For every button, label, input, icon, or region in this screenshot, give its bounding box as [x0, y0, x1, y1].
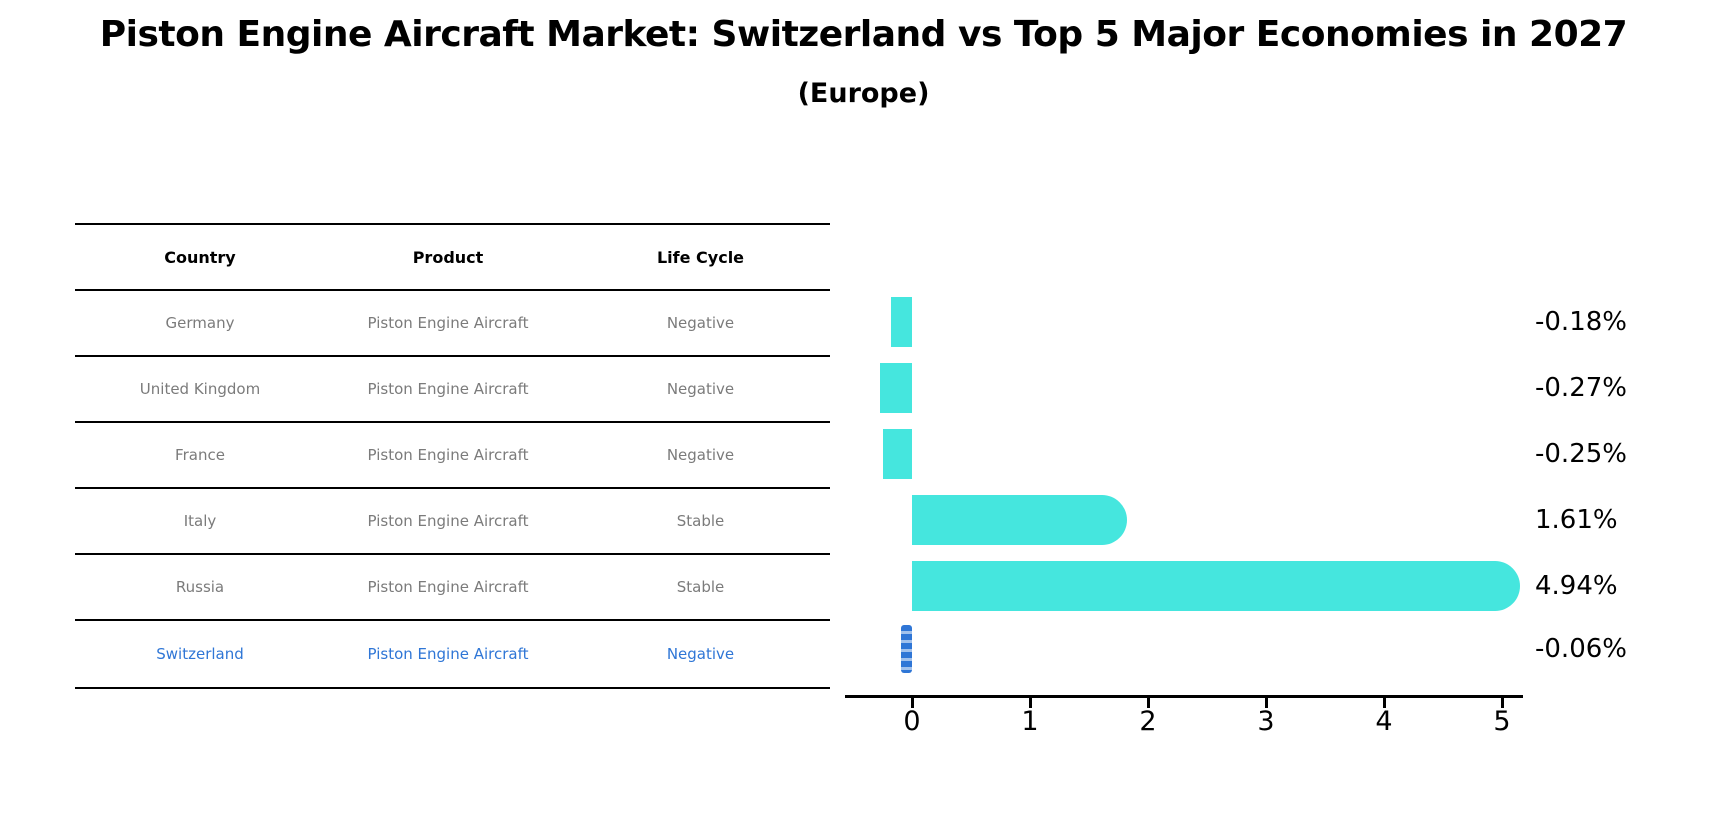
cell-product: Piston Engine Aircraft [367, 314, 529, 332]
table-row-france: France Piston Engine Aircraft Negative [75, 423, 830, 489]
value-label-italy: 1.61% [1535, 505, 1618, 535]
x-tick-label: 3 [1257, 706, 1275, 737]
x-axis-line [845, 695, 1523, 698]
cell-country: Russia [175, 578, 225, 596]
country-table: Country Product Life Cycle Germany Piston E… [75, 223, 830, 689]
cell-country: United Kingdom [139, 380, 261, 398]
column-header-product: Product [412, 247, 484, 267]
cell-product: Piston Engine Aircraft [367, 446, 529, 464]
cell-life-cycle: Negative [666, 645, 735, 663]
table-row-germany: Germany Piston Engine Aircraft Negative [75, 291, 830, 357]
table-row-united-kingdom: United Kingdom Piston Engine Aircraft Nega… [75, 357, 830, 423]
table-body: Germany Piston Engine Aircraft Negative Uni… [75, 291, 830, 689]
x-tick-label: 5 [1493, 706, 1511, 737]
cell-country: Germany [165, 314, 235, 332]
x-tick [1146, 698, 1150, 708]
cell-product: Piston Engine Aircraft [367, 380, 529, 398]
cell-country: Italy [183, 512, 217, 530]
cell-life-cycle: Stable [676, 578, 725, 596]
value-label-france: -0.25% [1535, 439, 1627, 469]
x-tick-label: 4 [1375, 706, 1393, 737]
cell-life-cycle: Negative [666, 446, 735, 464]
value-label-germany: -0.18% [1535, 307, 1627, 337]
bar-united-kingdom [880, 363, 912, 413]
bar-germany [890, 297, 912, 347]
cell-country: Switzerland [156, 645, 244, 663]
column-header-country: Country [164, 247, 236, 267]
x-tick [1264, 698, 1268, 708]
chart-subtitle: (Europe) [797, 78, 930, 109]
table-row-switzerland: Switzerland Piston Engine Aircraft Negativ… [75, 621, 830, 689]
x-tick-label: 2 [1139, 706, 1157, 737]
value-label-switzerland: -0.06% [1535, 634, 1627, 664]
table-row-italy: Italy Piston Engine Aircraft Stable [75, 489, 830, 555]
bar-italy [912, 495, 1127, 545]
bar-russia [912, 561, 1520, 611]
cell-product: Piston Engine Aircraft [367, 512, 529, 530]
cell-country: France [175, 446, 225, 464]
bar-france [882, 429, 912, 479]
chart-title: Piston Engine Aircraft Market: Switzerla… [99, 14, 1628, 55]
x-tick-label: 1 [1021, 706, 1039, 737]
x-tick [1382, 698, 1386, 708]
cell-product: Piston Engine Aircraft [367, 645, 529, 663]
value-label-russia: 4.94% [1535, 571, 1618, 601]
table-row-russia: Russia Piston Engine Aircraft Stable [75, 555, 830, 621]
cell-life-cycle: Negative [666, 314, 735, 332]
value-label-united-kingdom: -0.27% [1535, 373, 1627, 403]
table-header-row: Country Product Life Cycle [75, 225, 830, 291]
x-tick-label: 0 [903, 706, 921, 737]
cell-life-cycle: Negative [666, 380, 735, 398]
x-tick [1500, 698, 1504, 708]
bar-switzerland [901, 625, 912, 673]
cell-life-cycle: Stable [676, 512, 725, 530]
x-tick [1028, 698, 1032, 708]
cell-product: Piston Engine Aircraft [367, 578, 529, 596]
column-header-life-cycle: Life Cycle [656, 247, 745, 267]
x-tick [910, 698, 914, 708]
